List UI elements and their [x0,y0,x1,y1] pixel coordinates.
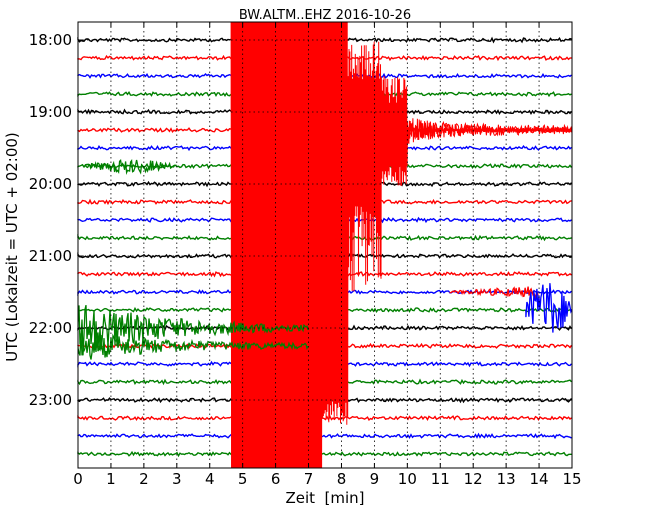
x-tick-label: 7 [304,470,314,488]
y-tick-label: 21:00 [29,247,72,265]
x-tick-label: 2 [139,470,149,488]
x-tick-label: 5 [238,470,248,488]
y-tick-label: 22:00 [29,319,72,337]
plot-frame [77,21,573,469]
y-tick-label: 19:00 [29,103,72,121]
y-tick-label: 20:00 [29,175,72,193]
x-tick-label: 8 [337,470,347,488]
x-tick-label: 1 [106,470,116,488]
x-tick-label: 0 [73,470,83,488]
event-waveform-4-row-15 [525,283,572,333]
event-waveform-3-row-14 [449,286,539,300]
y-tick-label: 18:00 [29,31,72,49]
trace-row-22 [77,432,572,440]
x-tick-label: 10 [398,470,417,488]
x-axis-label: Zeit [min] [285,489,364,507]
y-axis-label: UTC (Lokalzeit = UTC + 02:00) [3,132,21,362]
event-layer [78,22,572,468]
x-tick-label: 4 [205,470,215,488]
y-tick-label: 23:00 [29,391,72,409]
trace-row-23 [77,450,572,458]
x-tick-label: 11 [431,470,450,488]
x-tick-label: 14 [530,470,549,488]
x-tick-label: 6 [271,470,281,488]
event-tail [373,116,572,144]
event-waveform-2-row-16 [78,304,309,356]
x-tick-label: 13 [497,470,516,488]
x-tick-label: 3 [172,470,182,488]
grid-layer [78,22,572,468]
x-tick-label: 9 [370,470,380,488]
event-waveform-1-row-7 [83,158,177,176]
chart-title: BW.ALTM..EHZ 2016-10-26 [239,8,411,23]
trace-row-21 [77,414,572,422]
x-tick-label: 15 [562,470,581,488]
y-axis: 18:00 19:00 20:00 21:00 22:00 23:00 [29,31,572,409]
x-axis: 0 1 2 3 4 5 6 7 8 9 10 11 12 13 14 15 [73,22,582,488]
event-waveform-0 [230,22,572,468]
event-waveform-2-row-17 [78,333,309,360]
x-tick-label: 12 [464,470,483,488]
